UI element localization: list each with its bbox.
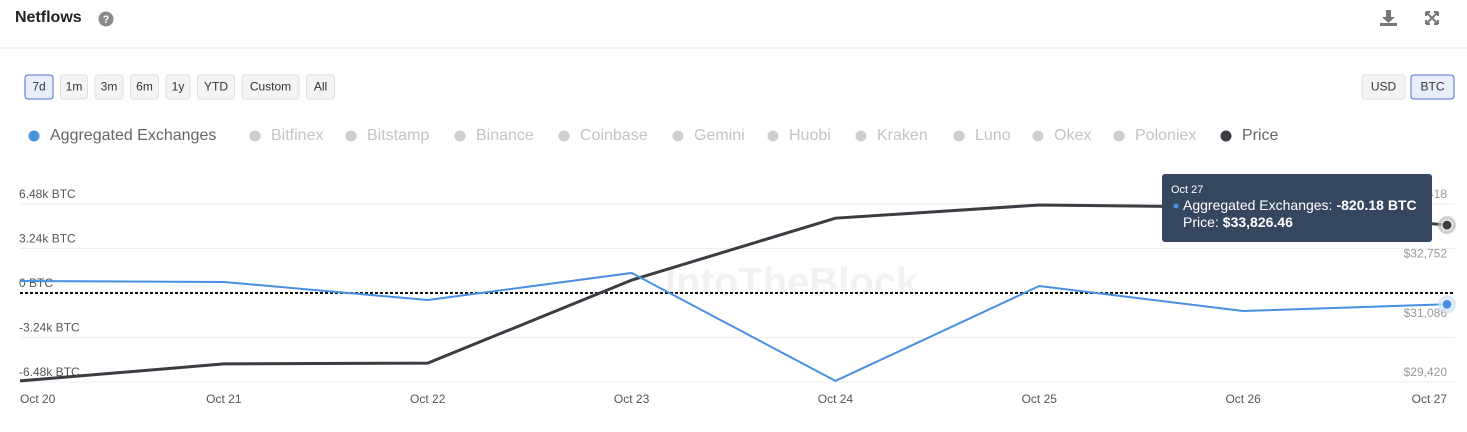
legend-label[interactable]: Coinbase bbox=[580, 127, 648, 144]
range-button[interactable] bbox=[1361, 74, 1406, 100]
legend-label[interactable]: Binance bbox=[476, 127, 534, 144]
button-label: 3m bbox=[101, 80, 118, 94]
legend-marker[interactable] bbox=[767, 130, 779, 142]
y-tick-label: -6.48k BTC bbox=[19, 365, 80, 379]
watermark: IntoTheBlock bbox=[665, 261, 919, 305]
tooltip-line: Aggregated Exchanges: -820.18 BTC bbox=[1183, 197, 1417, 213]
legend-label[interactable]: Bitfinex bbox=[271, 127, 323, 144]
range-button[interactable] bbox=[165, 74, 191, 100]
range-button[interactable] bbox=[197, 74, 235, 100]
hover-point bbox=[1441, 219, 1453, 231]
range-button[interactable] bbox=[241, 74, 300, 100]
tooltip-label: Price: bbox=[1183, 214, 1219, 230]
y-tick-label: 3.24k BTC bbox=[19, 232, 76, 246]
legend-marker[interactable] bbox=[345, 130, 357, 142]
button-label: USD bbox=[1371, 80, 1397, 94]
button-label: BTC bbox=[1421, 80, 1445, 94]
x-tick-label: Oct 22 bbox=[410, 392, 446, 406]
legend-marker[interactable] bbox=[454, 130, 466, 142]
range-button[interactable] bbox=[24, 74, 54, 100]
tooltip-marker bbox=[1173, 203, 1179, 209]
legend-marker[interactable] bbox=[249, 130, 261, 142]
range-button[interactable] bbox=[1410, 74, 1455, 100]
x-tick-label: Oct 24 bbox=[818, 392, 854, 406]
x-tick-label: Oct 26 bbox=[1225, 392, 1261, 406]
y-tick-label: 0 BTC bbox=[19, 276, 53, 290]
legend-label[interactable]: Okex bbox=[1054, 127, 1091, 144]
legend-marker[interactable] bbox=[855, 130, 867, 142]
legend-marker[interactable] bbox=[1220, 130, 1232, 142]
legend-label[interactable]: Price bbox=[1242, 127, 1279, 144]
y2-tick-label: $32,752 bbox=[1404, 247, 1448, 261]
series-line bbox=[19, 271, 1448, 383]
button-label: All bbox=[314, 80, 327, 94]
range-button[interactable] bbox=[94, 74, 124, 100]
y-tick-label: -3.24k BTC bbox=[19, 321, 80, 335]
x-tick-label: Oct 25 bbox=[1022, 392, 1058, 406]
legend-marker[interactable] bbox=[953, 130, 965, 142]
legend-marker[interactable] bbox=[28, 130, 40, 142]
legend-marker[interactable] bbox=[672, 130, 684, 142]
legend-label[interactable]: Aggregated Exchanges bbox=[50, 127, 216, 144]
x-tick-label: Oct 21 bbox=[206, 392, 242, 406]
x-tick-label: Oct 23 bbox=[614, 392, 650, 406]
tooltip-value: $33,826.46 bbox=[1223, 214, 1293, 230]
button-label: 6m bbox=[136, 80, 153, 94]
legend-label[interactable]: Luno bbox=[975, 127, 1011, 144]
button-label: 1m bbox=[66, 80, 83, 94]
range-button[interactable] bbox=[130, 74, 159, 100]
help-icon-glyph: ? bbox=[103, 14, 110, 26]
tooltip-line: Price: $33,826.46 bbox=[1183, 214, 1293, 230]
range-button[interactable] bbox=[306, 74, 335, 100]
button-label: 7d bbox=[32, 80, 45, 94]
legend-marker[interactable] bbox=[1113, 130, 1125, 142]
range-button[interactable] bbox=[60, 74, 88, 100]
tooltip bbox=[1162, 174, 1432, 242]
tooltip-label: Aggregated Exchanges: bbox=[1183, 197, 1332, 213]
x-tick-label: Oct 20 bbox=[20, 392, 56, 406]
legend-label[interactable]: Bitstamp bbox=[367, 127, 429, 144]
legend-label[interactable]: Huobi bbox=[789, 127, 831, 144]
legend-marker[interactable] bbox=[1032, 130, 1044, 142]
button-label: YTD bbox=[204, 80, 228, 94]
button-label: 1y bbox=[172, 80, 185, 94]
expand-icon[interactable] bbox=[1425, 11, 1439, 25]
tooltip-value: -820.18 BTC bbox=[1336, 197, 1416, 213]
download-icon[interactable] bbox=[1380, 10, 1397, 26]
legend-label[interactable]: Kraken bbox=[877, 127, 928, 144]
x-tick-label: Oct 27 bbox=[1412, 392, 1448, 406]
title: Netflows bbox=[15, 9, 82, 26]
tooltip-date: Oct 27 bbox=[1171, 184, 1203, 196]
y-tick-label: 6.48k BTC bbox=[19, 187, 76, 201]
legend-label[interactable]: Gemini bbox=[694, 127, 745, 144]
legend-label[interactable]: Poloniex bbox=[1135, 127, 1196, 144]
button-label: Custom bbox=[250, 80, 291, 94]
help-icon[interactable] bbox=[98, 11, 114, 27]
hover-point bbox=[1441, 298, 1453, 310]
legend-marker[interactable] bbox=[558, 130, 570, 142]
y2-tick-label: $31,086 bbox=[1404, 306, 1448, 320]
y2-tick-label: $29,420 bbox=[1404, 365, 1448, 379]
